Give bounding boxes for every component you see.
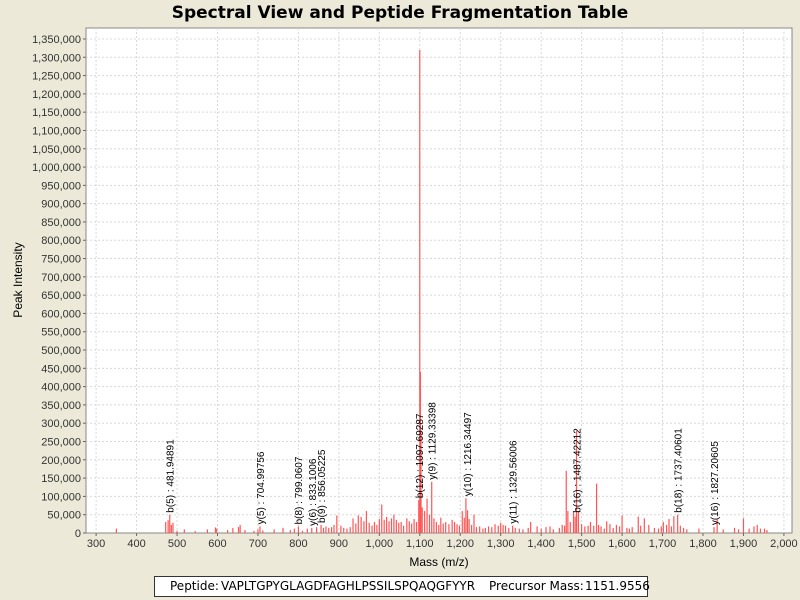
x-tick-label: 1,700 bbox=[649, 538, 677, 550]
chart-title: Spectral View and Peptide Fragmentation … bbox=[171, 3, 629, 23]
y-tick-label: 400,000 bbox=[41, 382, 81, 394]
y-tick-label: 300,000 bbox=[41, 418, 81, 430]
y-axis-label: Peak Intensity bbox=[11, 242, 25, 317]
x-tick-label: 600 bbox=[208, 538, 226, 550]
grid bbox=[86, 28, 792, 533]
peptide-label: Peptide: bbox=[170, 579, 219, 593]
annotations: b(5) : 481.94891 y(5) : 704.99756 b(8) : 7… bbox=[166, 402, 721, 526]
y-tick-label: 800,000 bbox=[41, 235, 81, 247]
y-tick-label: 1,250,000 bbox=[32, 71, 81, 83]
fragment-annotation: y(10) : 1216.34497 bbox=[463, 412, 474, 496]
fragment-annotation: b(16) : 1487.42212 bbox=[573, 428, 584, 513]
x-axis-label: Mass (m/z) bbox=[409, 555, 468, 569]
x-tick-label: 300 bbox=[87, 538, 105, 550]
y-tick-label: 600,000 bbox=[41, 308, 81, 320]
fragment-annotation: b(8) : 799.0607 bbox=[294, 456, 305, 524]
y-tick-label: 0 bbox=[75, 528, 81, 540]
fragment-annotation: b(9) : 856.05225 bbox=[317, 449, 328, 523]
x-tick-label: 500 bbox=[168, 538, 186, 550]
y-tick-label: 1,150,000 bbox=[32, 107, 81, 119]
y-tick-label: 200,000 bbox=[41, 455, 81, 467]
y-axis: 0 50,000 100,000 150,000 200,000 250,000 300,0… bbox=[32, 34, 86, 540]
precursor-mass-value: 1151.9556 bbox=[585, 579, 650, 593]
x-tick-label: 1,200 bbox=[446, 538, 474, 550]
x-tick-label: 1,000 bbox=[366, 538, 394, 550]
fragment-annotation: b(12) : 1097.69287 bbox=[415, 413, 426, 498]
x-tick-label: 1,300 bbox=[487, 538, 515, 550]
y-tick-label: 900,000 bbox=[41, 199, 81, 211]
fragment-annotation: y(5) : 704.99756 bbox=[256, 451, 267, 524]
x-tick-label: 900 bbox=[330, 538, 348, 550]
y-tick-label: 1,300,000 bbox=[32, 52, 81, 64]
x-tick-label: 800 bbox=[289, 538, 307, 550]
fragment-annotation: y(6) : 833.1006 bbox=[308, 458, 319, 526]
y-tick-label: 1,000,000 bbox=[32, 162, 81, 174]
y-tick-label: 1,050,000 bbox=[32, 144, 81, 156]
fragment-annotation: y(11) : 1329.56006 bbox=[509, 440, 520, 524]
plot-area bbox=[85, 27, 793, 534]
y-tick-label: 150,000 bbox=[41, 473, 81, 485]
y-tick-label: 350,000 bbox=[41, 400, 81, 412]
x-tick-label: 1,800 bbox=[689, 538, 717, 550]
x-tick-label: 700 bbox=[249, 538, 267, 550]
peptide-info-box: Peptide: VAPLTGPYGLAGDFAGHLPSSILSPQAQGFY… bbox=[154, 576, 650, 597]
y-tick-label: 750,000 bbox=[41, 254, 81, 266]
x-axis: 300 400 500 600 700 800 900 1,000 1,100 1,200 1,30… bbox=[87, 533, 798, 550]
x-tick-label: 1,400 bbox=[527, 538, 555, 550]
fragment-annotation: b(18) : 1737.40601 bbox=[674, 428, 685, 513]
y-tick-label: 950,000 bbox=[41, 180, 81, 192]
y-tick-label: 100,000 bbox=[41, 491, 81, 503]
y-tick-label: 1,200,000 bbox=[32, 89, 81, 101]
x-tick-label: 1,900 bbox=[730, 538, 758, 550]
y-tick-label: 500,000 bbox=[41, 345, 81, 357]
y-tick-label: 650,000 bbox=[41, 290, 81, 302]
x-tick-label: 1,600 bbox=[608, 538, 636, 550]
peaks bbox=[115, 49, 768, 533]
x-tick-label: 1,500 bbox=[568, 538, 596, 550]
precursor-mass-label: Precursor Mass: bbox=[489, 579, 584, 593]
y-tick-label: 250,000 bbox=[41, 437, 81, 449]
fragment-annotation: y(16) : 1827.20605 bbox=[710, 441, 721, 525]
y-tick-label: 550,000 bbox=[41, 327, 81, 339]
peptide-sequence: VAPLTGPYGLAGDFAGHLPSSILSPQAQGFYYR bbox=[221, 579, 476, 593]
x-tick-label: 2,000 bbox=[770, 538, 798, 550]
y-tick-label: 700,000 bbox=[41, 272, 81, 284]
x-tick-label: 1,100 bbox=[406, 538, 434, 550]
y-tick-label: 50,000 bbox=[47, 510, 81, 522]
y-tick-label: 850,000 bbox=[41, 217, 81, 229]
fragment-annotation: y(9) : 1129.33398 bbox=[428, 402, 439, 480]
x-tick-label: 400 bbox=[127, 538, 145, 550]
fragment-annotation: b(5) : 481.94891 bbox=[166, 439, 177, 513]
y-tick-label: 1,350,000 bbox=[32, 34, 81, 46]
y-tick-label: 450,000 bbox=[41, 363, 81, 375]
y-tick-label: 1,100,000 bbox=[32, 125, 81, 137]
